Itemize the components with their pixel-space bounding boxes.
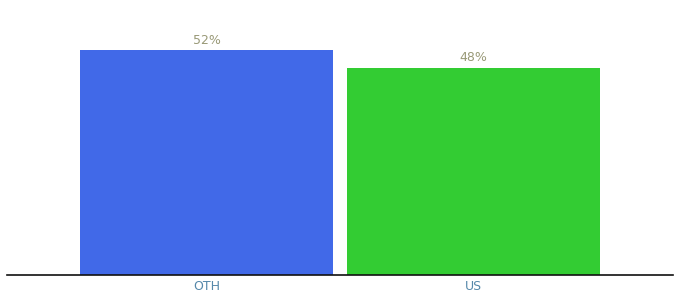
Text: 52%: 52% xyxy=(193,34,221,47)
Text: 48%: 48% xyxy=(459,51,487,64)
Bar xyxy=(347,68,600,275)
Bar xyxy=(80,50,333,275)
